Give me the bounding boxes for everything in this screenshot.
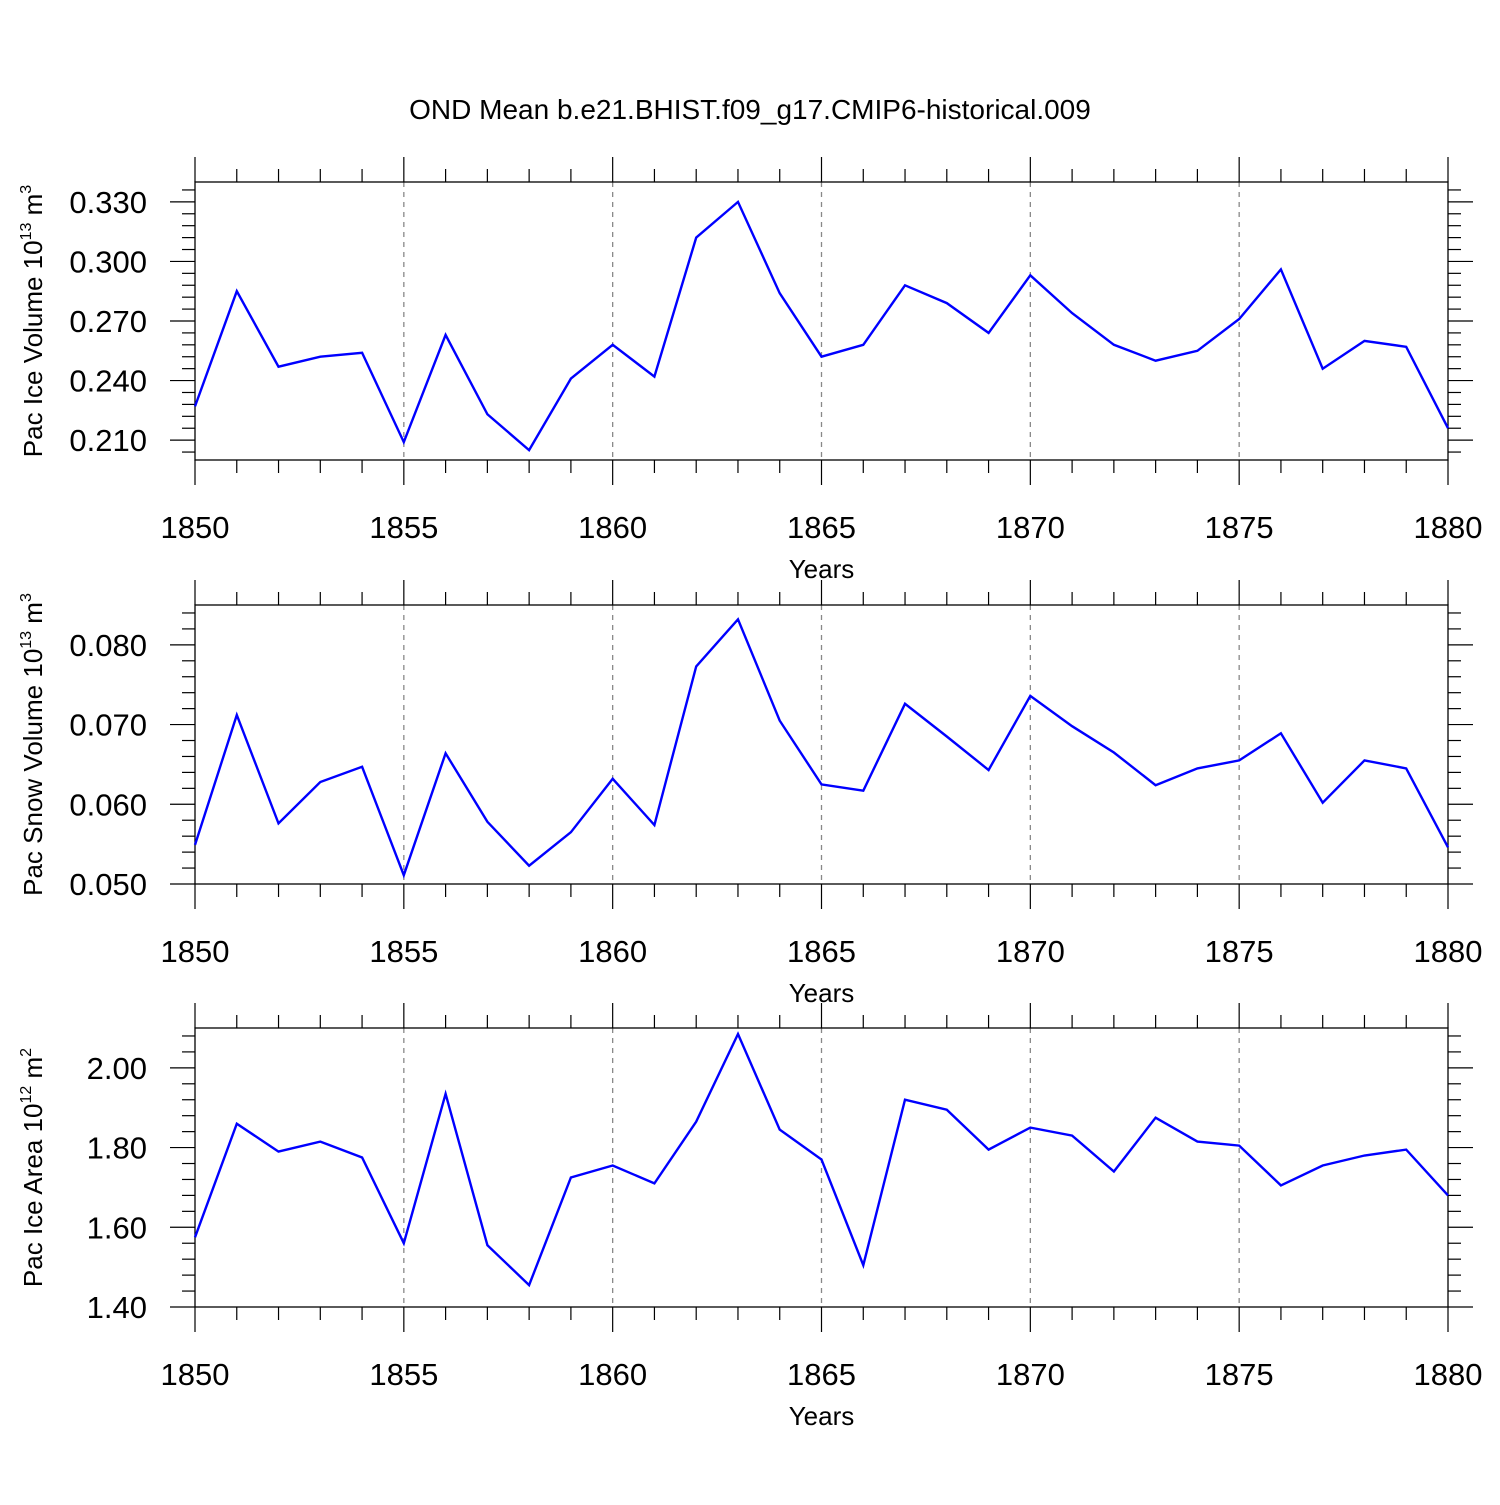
y-tick-label: 2.00 xyxy=(87,1051,147,1086)
chart-panel-1: 0.210 0.240 0.270 0.300 0.330 1850 1855 1860 186… xyxy=(18,157,1482,584)
y-tick-label: 1.40 xyxy=(87,1290,147,1325)
y-tick-label: 1.80 xyxy=(87,1131,147,1166)
x-tick-label: 1865 xyxy=(787,510,856,545)
x-tick-label: 1850 xyxy=(161,934,230,969)
y-axis-label: Pac Ice Area 1012 m2 xyxy=(18,1048,48,1287)
y-tick-label: 0.080 xyxy=(69,628,147,663)
y-axis-label: Pac Ice Volume 1013 m3 xyxy=(18,185,48,458)
y-tick-label: 0.330 xyxy=(69,185,147,220)
x-tick-label: 1875 xyxy=(1205,510,1274,545)
x-tick-label: 1860 xyxy=(578,934,647,969)
x-tick-label: 1870 xyxy=(996,934,1065,969)
y-tick-label: 0.240 xyxy=(69,364,147,399)
x-tick-label: 1855 xyxy=(369,510,438,545)
x-tick-label: 1850 xyxy=(161,1357,230,1392)
y-tick-label: 0.050 xyxy=(69,867,147,902)
x-tick-label: 1865 xyxy=(787,1357,856,1392)
x-tick-label: 1880 xyxy=(1414,934,1483,969)
x-tick-label: 1860 xyxy=(578,510,647,545)
y-tick-label: 0.210 xyxy=(69,423,147,458)
y-tick-label: 1.60 xyxy=(87,1210,147,1245)
x-tick-label: 1875 xyxy=(1205,1357,1274,1392)
y-tick-label: 0.300 xyxy=(69,244,147,279)
x-tick-label: 1870 xyxy=(996,510,1065,545)
y-tick-label: 0.060 xyxy=(69,787,147,822)
x-tick-label: 1870 xyxy=(996,1357,1065,1392)
x-tick-label: 1850 xyxy=(161,510,230,545)
y-axis-label: Pac Snow Volume 1013 m3 xyxy=(18,593,48,896)
y-tick-label: 0.270 xyxy=(69,304,147,339)
x-tick-label: 1860 xyxy=(578,1357,647,1392)
chart-panels: 0.210 0.240 0.270 0.300 0.330 1850 1855 1860 186… xyxy=(18,157,1482,1431)
x-tick-label: 1855 xyxy=(369,934,438,969)
x-axis-label: Years xyxy=(789,1401,855,1431)
x-tick-label: 1880 xyxy=(1414,1357,1483,1392)
chart-panel-2: 0.050 0.060 0.070 0.080 1850 1855 1860 1865 1870… xyxy=(18,580,1482,1008)
chart-panel-3: 1.40 1.60 1.80 2.00 1850 1855 1860 1865 1870 1875… xyxy=(18,1003,1482,1431)
y-tick-label: 0.070 xyxy=(69,708,147,743)
x-axis-label: Years xyxy=(789,554,855,584)
x-tick-label: 1880 xyxy=(1414,510,1483,545)
chart-title: OND Mean b.e21.BHIST.f09_g17.CMIP6-histo… xyxy=(409,94,1091,125)
x-tick-label: 1855 xyxy=(369,1357,438,1392)
x-tick-label: 1875 xyxy=(1205,934,1274,969)
x-tick-label: 1865 xyxy=(787,934,856,969)
